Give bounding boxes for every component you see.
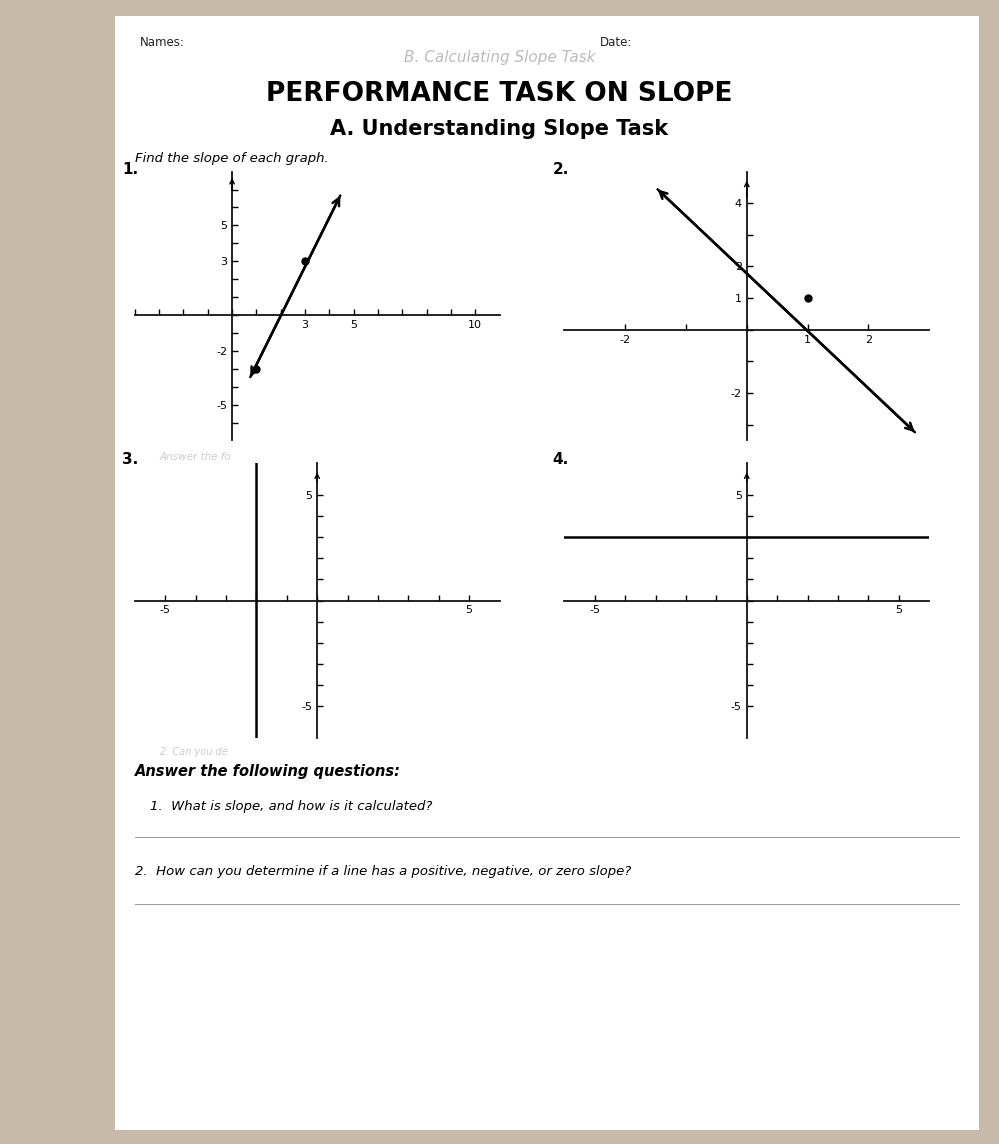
Text: Names:: Names: xyxy=(140,35,185,49)
Text: 2.: 2. xyxy=(552,162,568,177)
Text: Find the slope of each graph.: Find the slope of each graph. xyxy=(135,152,329,166)
Text: Date:: Date: xyxy=(599,35,631,49)
Text: 2. Can you de: 2. Can you de xyxy=(160,747,228,757)
Text: B. Calculating Slope Task: B. Calculating Slope Task xyxy=(404,50,595,65)
Text: 4.: 4. xyxy=(552,453,568,468)
Text: A. Understanding Slope Task: A. Understanding Slope Task xyxy=(331,119,668,138)
Text: 1.: 1. xyxy=(122,162,138,177)
Text: 2.  How can you determine if a line has a positive, negative, or zero slope?: 2. How can you determine if a line has a… xyxy=(135,865,631,879)
Text: Answer the following questions:: Answer the following questions: xyxy=(135,764,401,779)
Text: Answer the fo: Answer the fo xyxy=(160,452,232,462)
Text: 1.  What formula can be used to calculate the slope between two points?: 1. What formula can be used to calculate… xyxy=(160,485,490,494)
Text: 3.: 3. xyxy=(122,453,138,468)
Text: PERFORMANCE TASK ON SLOPE: PERFORMANCE TASK ON SLOPE xyxy=(267,81,732,106)
Text: 1.  What is slope, and how is it calculated?: 1. What is slope, and how is it calculat… xyxy=(150,800,433,813)
